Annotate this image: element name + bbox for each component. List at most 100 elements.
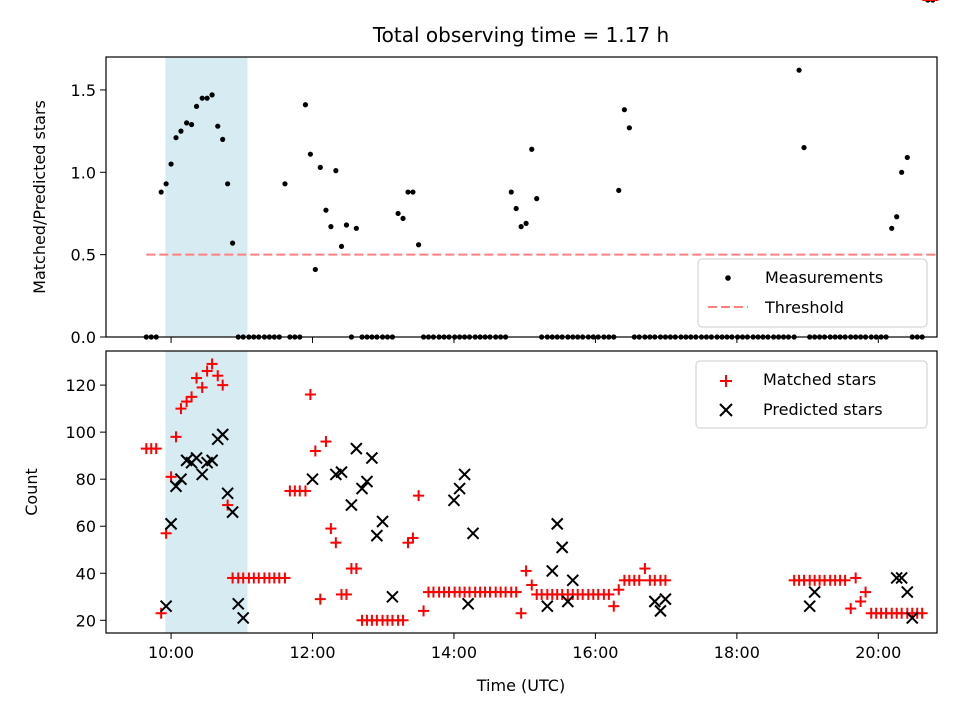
- chart-title: Total observing time = 1.17 h: [372, 23, 669, 47]
- predicted-point: [365, 451, 379, 465]
- y-tick-label: 1.0: [71, 163, 96, 182]
- top-y-ticks: 0.0 0.5 1.0 1.5: [71, 81, 106, 347]
- legend-measurements-marker: [725, 275, 731, 281]
- predicted-point: [376, 515, 389, 528]
- measurement-point: [173, 135, 179, 141]
- matched-point: [217, 379, 229, 391]
- predicted-point: [458, 468, 471, 481]
- measurement-point: [801, 144, 807, 151]
- predicted-point: [654, 604, 667, 618]
- measurement-point: [209, 92, 215, 98]
- measurement-point: [400, 215, 406, 222]
- predicted-point: [205, 454, 219, 467]
- matched-point: [212, 370, 224, 382]
- measurement-point: [188, 121, 195, 128]
- predicted-point: [221, 487, 234, 500]
- matched-point: [170, 431, 182, 443]
- measurement-point: [193, 103, 200, 110]
- measurement-point: [307, 151, 313, 157]
- predicted-point: [561, 595, 575, 608]
- x-tick-label: 16:00: [572, 643, 618, 662]
- measurement-point: [529, 146, 535, 152]
- matched-point: [613, 584, 625, 596]
- matched-point: [222, 499, 234, 511]
- matched-point: [639, 563, 651, 575]
- y-tick-label: 60: [76, 517, 96, 536]
- matched-point: [413, 490, 425, 502]
- matched-point: [860, 586, 872, 598]
- y-tick-label: 40: [76, 564, 96, 583]
- y-tick-label: 1.5: [71, 81, 96, 100]
- top-highlight-band: [165, 57, 248, 337]
- measurement-point: [899, 169, 905, 175]
- predicted-points: [159, 428, 919, 625]
- predicted-point: [461, 597, 475, 611]
- measurement-point: [282, 181, 288, 187]
- measurement-point: [626, 125, 632, 131]
- top-legend: Measurements Threshold: [697, 258, 928, 328]
- legend-matched-marker: [720, 375, 732, 387]
- matched-point: [175, 403, 187, 415]
- legend-threshold-label: Threshold: [764, 298, 844, 317]
- predicted-point: [906, 611, 919, 625]
- measurement-point: [616, 187, 622, 194]
- y-tick-label: 0.0: [71, 328, 96, 347]
- measurement-point: [889, 225, 895, 231]
- measurement-point: [343, 222, 350, 228]
- matched-point: [510, 586, 522, 598]
- measurement-point: [338, 243, 345, 250]
- matched-point: [608, 600, 620, 612]
- measurement-point: [534, 196, 540, 202]
- predicted-point: [546, 564, 559, 578]
- predicted-point: [345, 498, 358, 512]
- top-y-axis-label: Matched/Predicted stars: [30, 100, 49, 294]
- measurement-point: [168, 161, 174, 167]
- predicted-point: [216, 428, 229, 441]
- matched-point: [320, 436, 332, 448]
- measurement-point: [415, 242, 422, 248]
- measurement-point: [158, 189, 164, 195]
- predicted-point: [466, 527, 480, 540]
- bottom-x-ticks: 10:00 12:00 14:00 16:00 18:00 20:00: [148, 633, 901, 662]
- measurement-point: [508, 189, 514, 195]
- matched-point: [340, 588, 352, 600]
- matched-point: [397, 614, 409, 626]
- matched-points: [140, 0, 939, 626]
- matched-point: [201, 365, 213, 377]
- y-tick-label: 20: [76, 611, 96, 630]
- measurement-point: [405, 189, 411, 195]
- bottom-y-ticks: 20 40 60 80 100 120: [65, 376, 106, 630]
- measurement-point: [333, 168, 339, 174]
- predicted-point: [174, 472, 188, 486]
- top-panel: 0.0 0.5 1.0 1.5 Matched/Predicted stars Mea…: [30, 0, 938, 347]
- matched-point: [325, 523, 337, 535]
- matched-point: [191, 372, 203, 384]
- measurement-point: [317, 164, 323, 170]
- matched-point: [515, 607, 527, 619]
- predicted-point: [226, 505, 239, 519]
- predicted-point: [659, 592, 672, 606]
- predicted-point: [195, 468, 209, 481]
- top-axes-frame: [105, 56, 938, 338]
- predicted-point: [895, 571, 908, 585]
- legend-matched-label: Matched stars: [763, 370, 876, 389]
- predicted-point: [335, 465, 348, 479]
- predicted-point: [190, 451, 203, 465]
- matched-point: [150, 443, 162, 455]
- measurement-point: [796, 67, 802, 73]
- bottom-axes-frame: [105, 350, 938, 634]
- predicted-point: [370, 529, 384, 542]
- measurement-point: [199, 95, 205, 101]
- matched-point: [603, 588, 615, 600]
- predicted-point: [890, 571, 903, 585]
- legend-predicted-label: Predicted stars: [763, 400, 883, 419]
- x-tick-label: 10:00: [148, 643, 194, 662]
- bottom-legend: Matched stars Predicted stars: [695, 360, 928, 429]
- measurement-point: [518, 224, 524, 230]
- predicted-point: [386, 590, 399, 603]
- predicted-point: [164, 517, 178, 531]
- bottom-highlight-band: [165, 351, 248, 633]
- matched-point: [279, 572, 291, 584]
- matched-point: [299, 485, 311, 497]
- matched-point: [309, 445, 321, 457]
